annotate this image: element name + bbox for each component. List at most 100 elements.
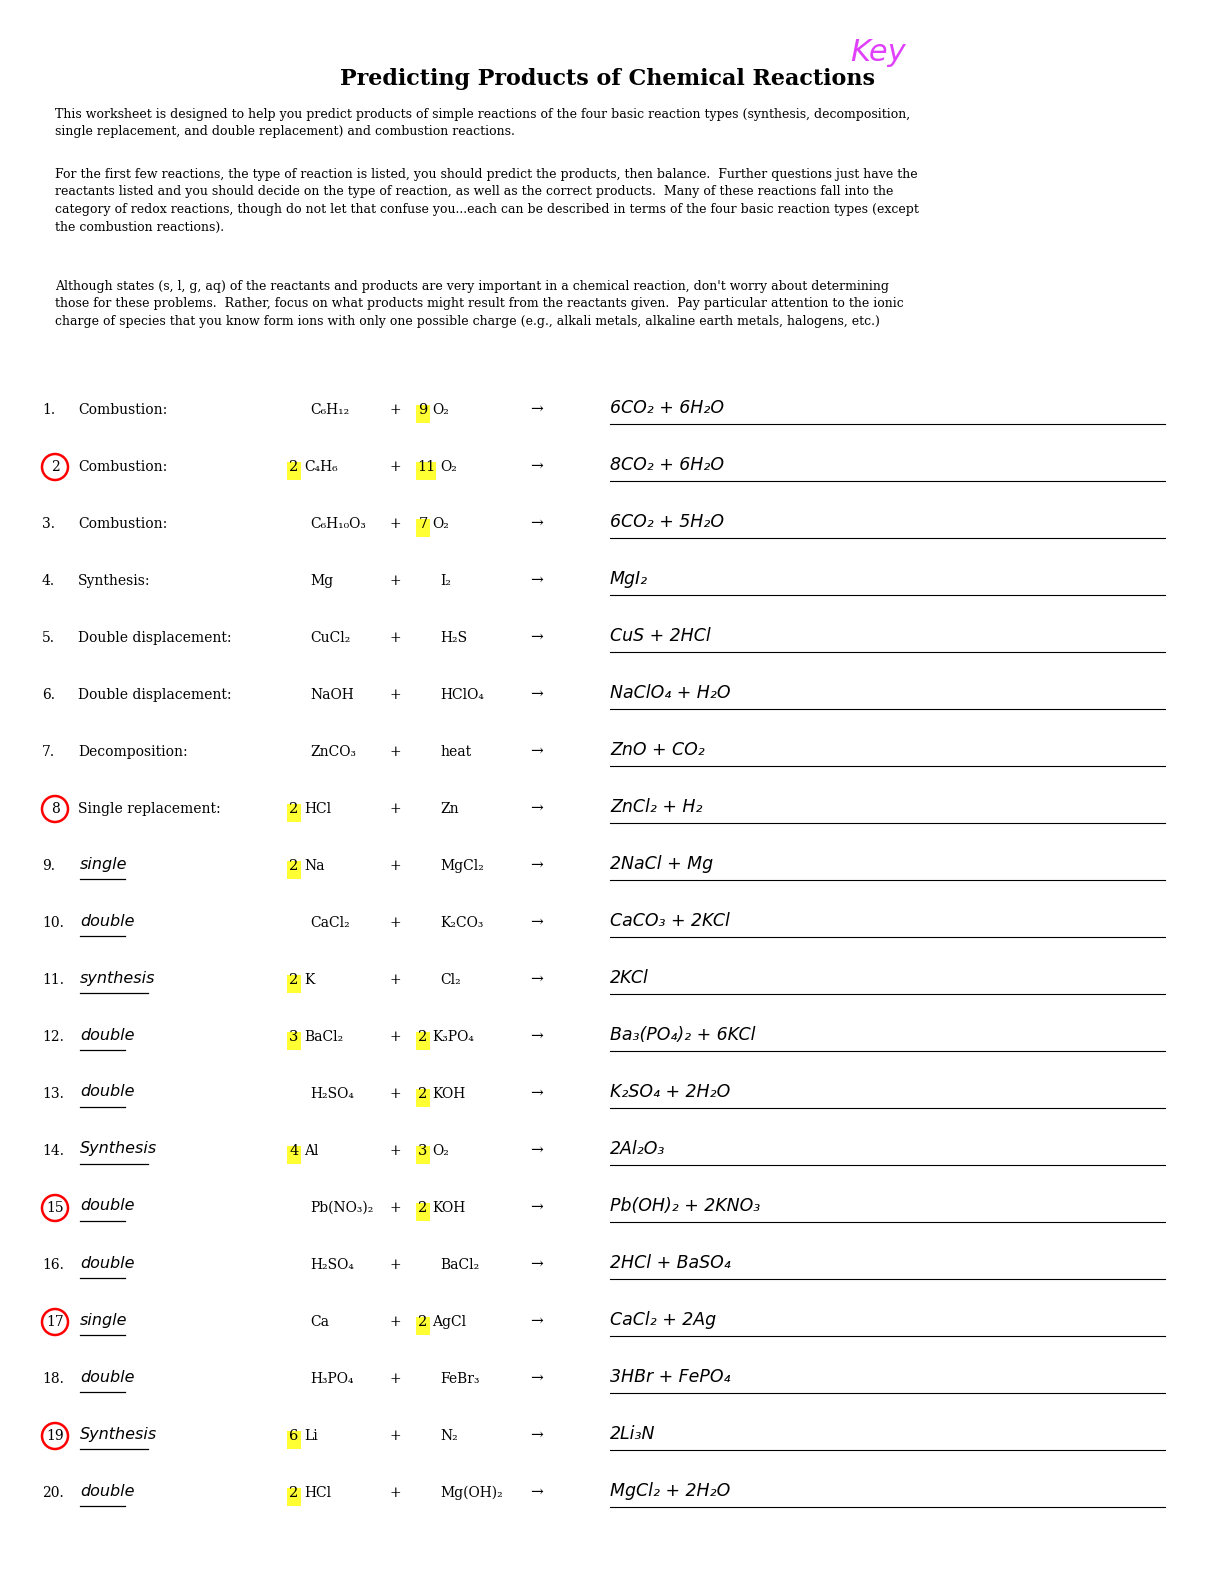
Text: Decomposition:: Decomposition: [78, 746, 187, 760]
Text: 4.: 4. [43, 574, 55, 588]
Text: →: → [530, 974, 542, 986]
Text: 6.: 6. [43, 687, 55, 702]
Text: 11: 11 [417, 459, 435, 473]
Text: Zn: Zn [440, 802, 458, 816]
Text: →: → [530, 631, 542, 645]
Text: →: → [530, 1372, 542, 1386]
Text: C₆H₁₀O₃: C₆H₁₀O₃ [310, 518, 366, 532]
Text: MgI₂: MgI₂ [610, 569, 648, 588]
Text: KOH: KOH [432, 1087, 466, 1101]
Text: 2: 2 [418, 1202, 428, 1214]
Text: →: → [530, 1315, 542, 1329]
Text: 13.: 13. [43, 1087, 64, 1101]
FancyBboxPatch shape [287, 975, 302, 993]
Text: 2HCl + BaSO₄: 2HCl + BaSO₄ [610, 1254, 731, 1273]
FancyBboxPatch shape [416, 519, 430, 536]
Text: O₂: O₂ [432, 1144, 449, 1158]
Text: →: → [530, 1486, 542, 1501]
Text: MgCl₂: MgCl₂ [440, 859, 484, 873]
Text: double: double [80, 1084, 135, 1100]
Text: →: → [530, 1202, 542, 1214]
Text: +: + [389, 1030, 401, 1044]
Text: CaCl₂ + 2Ag: CaCl₂ + 2Ag [610, 1310, 716, 1329]
Text: 6CO₂ + 5H₂O: 6CO₂ + 5H₂O [610, 513, 724, 532]
Text: 3: 3 [289, 1030, 299, 1044]
Text: →: → [530, 687, 542, 702]
Text: Combustion:: Combustion: [78, 403, 168, 417]
Text: O₂: O₂ [432, 518, 449, 532]
FancyBboxPatch shape [287, 1488, 302, 1505]
Text: →: → [530, 802, 542, 816]
FancyBboxPatch shape [287, 1147, 302, 1164]
Text: double: double [80, 1199, 135, 1213]
Text: Double displacement:: Double displacement: [78, 631, 231, 645]
Text: 18.: 18. [43, 1372, 64, 1386]
Text: HCl: HCl [304, 1486, 331, 1501]
Text: Predicting Products of Chemical Reactions: Predicting Products of Chemical Reaction… [340, 68, 876, 90]
Text: Key: Key [850, 38, 906, 68]
Text: double: double [80, 1370, 135, 1384]
Text: CuCl₂: CuCl₂ [310, 631, 350, 645]
Text: HCl: HCl [304, 802, 331, 816]
Text: +: + [389, 518, 401, 532]
Text: →: → [530, 746, 542, 760]
FancyBboxPatch shape [416, 404, 430, 423]
Text: Double displacement:: Double displacement: [78, 687, 231, 702]
Text: synthesis: synthesis [80, 971, 156, 986]
FancyBboxPatch shape [287, 804, 302, 823]
Text: 6: 6 [289, 1428, 299, 1442]
Text: 7.: 7. [43, 746, 55, 760]
Text: Li: Li [304, 1428, 317, 1442]
Text: 2: 2 [289, 1486, 299, 1501]
Text: O₂: O₂ [432, 403, 449, 417]
Text: double: double [80, 1483, 135, 1499]
FancyBboxPatch shape [416, 462, 437, 480]
FancyBboxPatch shape [287, 1431, 302, 1449]
Text: Single replacement:: Single replacement: [78, 802, 220, 816]
Text: +: + [389, 1428, 401, 1442]
Text: K₂CO₃: K₂CO₃ [440, 915, 484, 930]
Text: Combustion:: Combustion: [78, 459, 168, 473]
Text: →: → [530, 1087, 542, 1101]
Text: +: + [389, 915, 401, 930]
Text: C₆H₁₂: C₆H₁₂ [310, 403, 349, 417]
FancyBboxPatch shape [416, 1147, 430, 1164]
Text: 2: 2 [418, 1087, 428, 1101]
Text: Ba₃(PO₄)₂ + 6KCl: Ba₃(PO₄)₂ + 6KCl [610, 1026, 755, 1044]
Text: 7: 7 [418, 518, 428, 532]
Text: +: + [389, 459, 401, 473]
Text: +: + [389, 1258, 401, 1273]
Text: 2Li₃N: 2Li₃N [610, 1425, 655, 1442]
Text: 1.: 1. [43, 403, 55, 417]
Text: 2KCl: 2KCl [610, 969, 649, 986]
Text: BaCl₂: BaCl₂ [304, 1030, 343, 1044]
Text: K: K [304, 974, 315, 986]
Text: +: + [389, 1372, 401, 1386]
Text: 19: 19 [46, 1428, 63, 1442]
Text: 9: 9 [418, 403, 428, 417]
Text: Pb(OH)₂ + 2KNO₃: Pb(OH)₂ + 2KNO₃ [610, 1197, 760, 1214]
Text: 16.: 16. [43, 1258, 64, 1273]
Text: H₂S: H₂S [440, 631, 467, 645]
Text: 20.: 20. [43, 1486, 63, 1501]
Text: Synthesis: Synthesis [80, 1142, 157, 1156]
Text: →: → [530, 859, 542, 873]
Text: Al: Al [304, 1144, 319, 1158]
Text: 2: 2 [418, 1030, 428, 1044]
Text: KOH: KOH [432, 1202, 466, 1214]
Text: 10.: 10. [43, 915, 64, 930]
Text: →: → [530, 1428, 542, 1442]
Text: 2NaCl + Mg: 2NaCl + Mg [610, 856, 713, 873]
Text: For the first few reactions, the type of reaction is listed, you should predict : For the first few reactions, the type of… [55, 168, 919, 233]
Text: 12.: 12. [43, 1030, 64, 1044]
Text: Synthesis:: Synthesis: [78, 574, 151, 588]
Text: +: + [389, 1144, 401, 1158]
Text: I₂: I₂ [440, 574, 451, 588]
Text: 9.: 9. [43, 859, 55, 873]
Text: 15: 15 [46, 1202, 63, 1214]
Text: →: → [530, 459, 542, 473]
Text: NaOH: NaOH [310, 687, 354, 702]
Text: Cl₂: Cl₂ [440, 974, 461, 986]
Text: 8: 8 [51, 802, 60, 816]
FancyBboxPatch shape [416, 1203, 430, 1221]
